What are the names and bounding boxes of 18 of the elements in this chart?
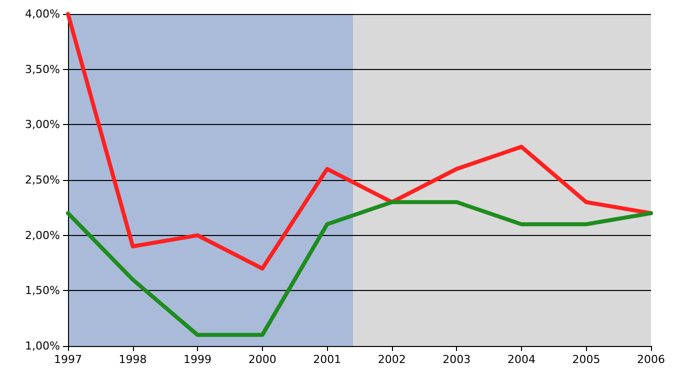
y-tick-label: 4,00% <box>25 8 60 20</box>
y-tick-label: 1,00% <box>25 340 60 352</box>
x-tick-label: 2006 <box>637 353 665 366</box>
y-tick-label: 1,50% <box>25 284 60 298</box>
x-tick-label: 2004 <box>507 353 536 366</box>
x-tick-label: 2002 <box>378 353 406 366</box>
y-tick-label: 2,00% <box>25 228 60 242</box>
x-tick-label: 1997 <box>54 353 82 366</box>
x-tick-label: 1999 <box>184 353 212 366</box>
x-tick-label: 1998 <box>118 353 147 366</box>
line-series <box>66 200 653 337</box>
x-tick-label: 2000 <box>248 353 276 366</box>
x-tick-label: 2003 <box>442 353 471 366</box>
x-tick-label: 2001 <box>313 353 342 366</box>
x-tick-label: 2005 <box>572 353 600 366</box>
y-tick-label: 3,00% <box>25 118 60 132</box>
y-tick-label: 2,50% <box>25 174 60 186</box>
y-tick-label: 3,50% <box>25 62 60 76</box>
